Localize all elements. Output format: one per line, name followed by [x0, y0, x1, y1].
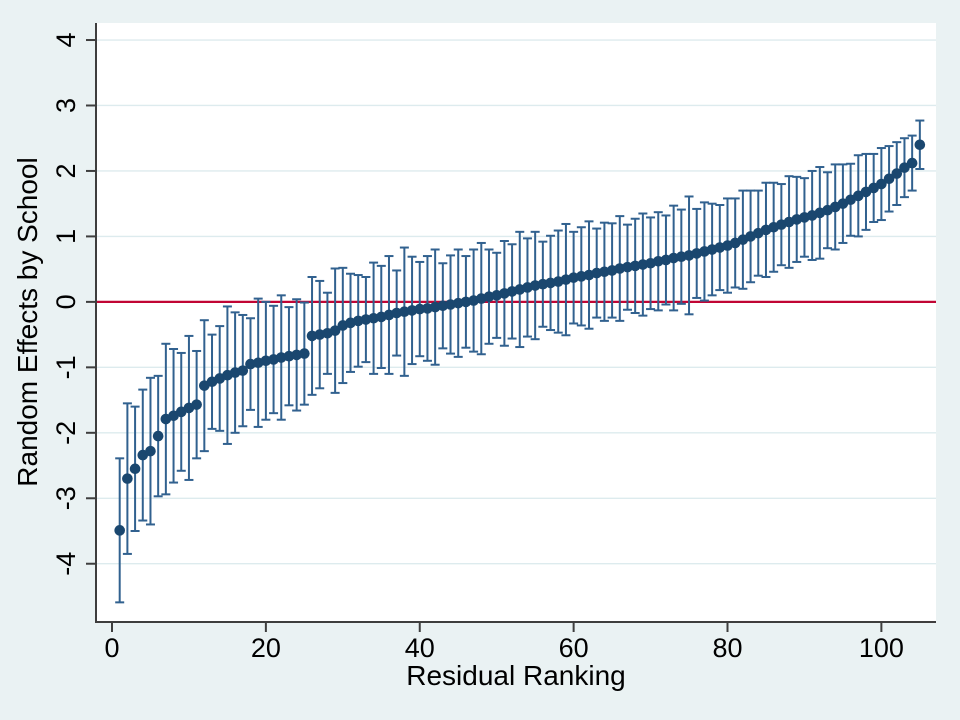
x-axis-title: Residual Ranking [406, 660, 626, 691]
data-point-marker [129, 463, 141, 475]
data-point-marker [114, 525, 125, 536]
data-point-marker [876, 178, 887, 190]
data-point-marker [237, 365, 249, 376]
y-tick-label: 0 [51, 294, 81, 309]
plot-area [96, 23, 936, 622]
y-tick-label: -3 [51, 486, 81, 510]
y-tick-label: -4 [51, 552, 81, 576]
data-point-marker [152, 430, 164, 442]
data-point-marker [329, 325, 341, 336]
data-point-marker [122, 473, 133, 484]
x-tick-label: 100 [859, 633, 904, 663]
data-point-marker [891, 168, 903, 179]
x-tick-label: 20 [251, 633, 281, 663]
y-tick-label: 4 [51, 33, 81, 48]
x-tick-label: 0 [104, 633, 119, 663]
y-tick-label: 1 [51, 229, 81, 244]
data-point-marker [145, 445, 156, 457]
y-tick-label: 3 [51, 98, 81, 113]
data-point-marker [899, 162, 910, 173]
tick-marks [86, 39, 883, 632]
x-tick-label: 80 [712, 633, 742, 663]
data-points [114, 139, 926, 536]
x-tick-label: 60 [559, 633, 589, 663]
y-axis-title: Random Effects by School [12, 157, 43, 487]
y-tick-label: 2 [51, 163, 81, 178]
axes [95, 23, 936, 623]
y-tick-label: -2 [51, 421, 81, 445]
y-tick-label: -1 [51, 355, 81, 379]
data-point-marker [299, 348, 310, 359]
data-point-marker [914, 139, 926, 151]
data-point-marker [191, 399, 202, 410]
data-point-marker [414, 303, 426, 315]
x-tick-label: 40 [405, 633, 435, 663]
data-point-marker [883, 173, 895, 185]
data-point-marker [906, 157, 918, 169]
